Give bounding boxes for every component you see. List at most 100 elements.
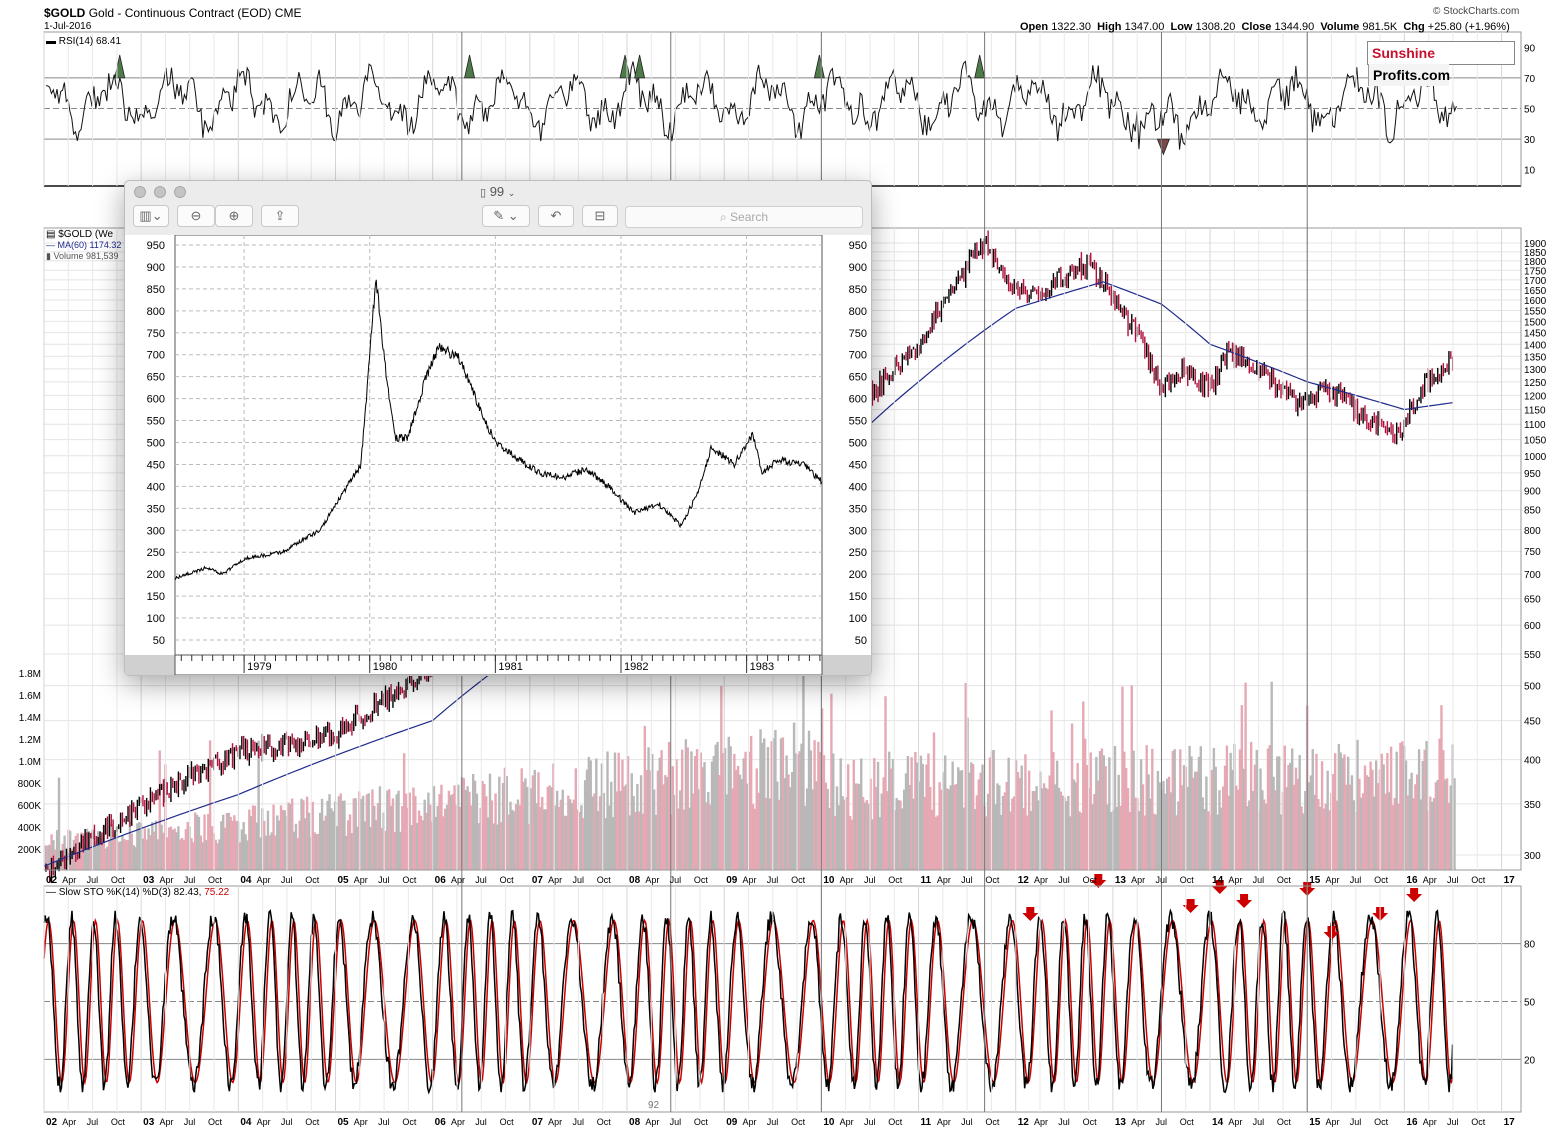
volume-bar [1246, 806, 1249, 870]
volume-bar [371, 789, 374, 870]
x-month-label: Oct [111, 1117, 126, 1127]
volume-bar [856, 783, 859, 870]
x-month-label: Oct [305, 875, 320, 885]
volume-bar [554, 805, 557, 870]
rsi-tick-label: 10 [1524, 166, 1536, 177]
volume-bar [1117, 774, 1120, 870]
stochastic-panel: 80 50 20 [43, 874, 1536, 1095]
chart-date: 1-Jul-2016 [44, 21, 92, 32]
volume-bar [193, 812, 197, 870]
search-input[interactable]: ⌕ Search [625, 206, 863, 228]
volume-bar [1195, 771, 1199, 870]
volume-bar [100, 836, 104, 870]
volume-bar [1442, 750, 1445, 870]
inset-x-axis [174, 654, 823, 675]
volume-bar [143, 828, 147, 870]
volume-bar [330, 808, 333, 870]
volume-bar [1065, 801, 1068, 870]
inset-background [125, 235, 871, 675]
volume-tick-label: 400K [18, 823, 42, 834]
document-title[interactable]: ▯ 99 ⌄ [480, 184, 516, 199]
zoom-out-button[interactable]: ⊖ [177, 205, 215, 227]
volume-bar [835, 786, 839, 870]
volume-bar [464, 790, 467, 870]
volume-bar [1367, 776, 1370, 870]
close-window-button[interactable] [134, 186, 146, 198]
volume-bar [830, 693, 833, 870]
volume-bar [1235, 785, 1238, 870]
toolbox-button[interactable]: ⊟ [582, 205, 618, 227]
price-tick-label: 650 [1524, 595, 1541, 606]
volume-bar [391, 798, 395, 870]
volume-bar [1182, 765, 1186, 870]
share-button[interactable]: ⇪ [261, 205, 299, 227]
volume-bar [1255, 749, 1258, 870]
volume-bar [1121, 686, 1124, 870]
volume-tick-label: 1.0M [19, 757, 41, 768]
volume-bar [927, 753, 930, 870]
price-tick-label: 750 [1524, 547, 1541, 558]
volume-bar [380, 828, 383, 870]
inset-tick-label-left: 800 [147, 306, 165, 318]
volume-bar [141, 838, 145, 870]
volume-bar [848, 815, 852, 870]
volume-bar [813, 740, 816, 870]
volume-bar [1444, 779, 1447, 870]
price-tick-label: 700 [1524, 570, 1541, 581]
markup-button[interactable]: ✎ ⌄ [482, 205, 530, 227]
volume-bar [1276, 756, 1279, 870]
volume-bar [531, 775, 535, 870]
x-month-label: Oct [1277, 1117, 1292, 1127]
zoom-window-button[interactable] [174, 186, 186, 198]
x-year-label: 12 [1018, 875, 1030, 886]
volume-bar [246, 840, 249, 870]
volume-bar [485, 796, 488, 870]
x-month-label: Apr [937, 875, 951, 885]
volume-bar [1401, 741, 1404, 870]
x-year-label: 17 [1504, 1117, 1516, 1128]
preview-titlebar[interactable]: ▯ 99 ⌄ [125, 181, 871, 203]
inset-tick-label-right: 600 [849, 394, 867, 406]
volume-bar [1199, 746, 1203, 870]
rotate-button[interactable]: ↶ [538, 205, 574, 227]
volume-bar [638, 811, 641, 870]
volume-bar [725, 794, 729, 870]
volume-bar [221, 814, 225, 870]
volume-bar [1436, 779, 1439, 870]
volume-bar [173, 828, 176, 870]
x-year-label: 07 [532, 1117, 544, 1128]
x-month-label: Oct [1180, 1117, 1195, 1127]
volume-bar [845, 797, 848, 870]
volume-bar [1249, 741, 1253, 870]
volume-bar [1205, 776, 1208, 870]
x-year-label: 08 [629, 875, 641, 886]
x-month-label: Jul [475, 1117, 487, 1127]
volume-bar [735, 769, 738, 870]
zoom-in-button[interactable]: ⊕ [215, 205, 253, 227]
volume-bar [1001, 795, 1005, 870]
volume-bar [1322, 808, 1326, 870]
volume-bar [516, 799, 520, 870]
preview-window[interactable]: ▯ 99 ⌄ ▥⌄ ⊖ ⊕ ⇪ ✎ ⌄ ↶ ⊟ ⌕ Search 950 950 9… [124, 180, 872, 676]
volume-bar [1294, 767, 1298, 870]
volume-bar [1126, 787, 1130, 870]
volume-bar [1292, 784, 1296, 870]
volume-bar [925, 764, 928, 870]
volume-bar [662, 784, 665, 870]
volume-bar [1041, 788, 1044, 870]
volume-bar [87, 830, 91, 870]
volume-bar [869, 778, 872, 870]
volume-bar [535, 803, 538, 870]
minimize-window-button[interactable] [154, 186, 166, 198]
volume-bar [1277, 756, 1281, 870]
sell-signal-arrow [1211, 880, 1228, 894]
volume-bar [768, 798, 772, 870]
x-year-label: 06 [435, 875, 447, 886]
volume-bar [1220, 807, 1223, 870]
volume-bar [1188, 745, 1191, 870]
sidebar-toggle-button[interactable]: ▥⌄ [133, 205, 169, 227]
volume-bar [240, 829, 244, 870]
volume-bar [533, 769, 536, 870]
x-month-label: Oct [791, 875, 806, 885]
volume-bar [468, 791, 471, 870]
